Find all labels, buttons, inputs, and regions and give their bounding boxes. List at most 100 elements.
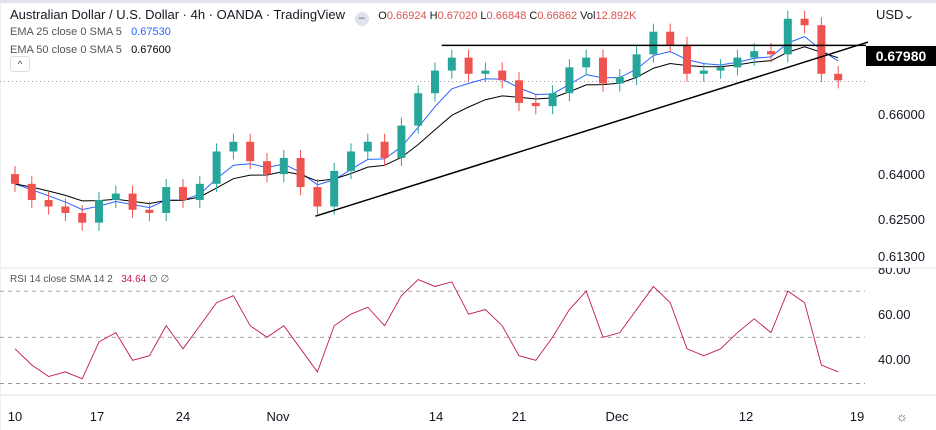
price-tick: 0.61300 bbox=[878, 249, 925, 264]
price-tick: 0.62500 bbox=[878, 212, 925, 227]
volume-label: Vol bbox=[580, 10, 596, 22]
low-value: 0.66848 bbox=[486, 10, 527, 22]
candle-body bbox=[145, 209, 154, 213]
candle-body bbox=[347, 151, 355, 171]
ema25-line bbox=[14, 35, 839, 211]
ema50-label: EMA 50 close 0 SMA 5 bbox=[10, 44, 122, 56]
candle-body bbox=[800, 18, 809, 26]
ascending-trendline bbox=[315, 41, 869, 217]
top-border bbox=[0, 0, 936, 3]
time-tick: 19 bbox=[849, 409, 865, 424]
candle-body bbox=[666, 31, 675, 45]
price-tick: 0.64000 bbox=[878, 167, 925, 182]
candle-body bbox=[95, 200, 103, 223]
rsi-value: 34.64 bbox=[121, 274, 147, 285]
rsi-line bbox=[14, 279, 839, 380]
high-value: 0.67020 bbox=[437, 10, 478, 22]
time-tick: 21 bbox=[511, 409, 527, 424]
rsi-extra-2: ∅ bbox=[160, 274, 170, 285]
time-tick: 12 bbox=[738, 409, 754, 424]
candle-body bbox=[128, 193, 137, 210]
candle-body bbox=[78, 212, 87, 223]
candle-body bbox=[296, 157, 305, 188]
candle-body bbox=[750, 51, 759, 58]
candle-body bbox=[330, 170, 339, 207]
ema25-value: 0.67530 bbox=[131, 26, 171, 38]
candle-body bbox=[162, 187, 171, 213]
candle-body bbox=[498, 70, 507, 81]
candle-body bbox=[414, 93, 423, 126]
currency-selector[interactable]: USD⌄ bbox=[876, 7, 915, 22]
close-value: 0.66862 bbox=[537, 10, 578, 22]
rsi-label: RSI 14 close SMA 14 2 bbox=[10, 274, 113, 285]
candle-body bbox=[447, 57, 456, 71]
candle-body bbox=[565, 67, 574, 94]
settings-gear-icon[interactable]: ☼ bbox=[896, 409, 908, 424]
candle-body bbox=[548, 93, 557, 107]
candle-body bbox=[817, 25, 826, 74]
ema25-legend[interactable]: EMA 25 close 0 SMA 5 0.67530 bbox=[10, 26, 171, 38]
time-tick: 14 bbox=[428, 409, 444, 424]
high-label: H bbox=[429, 10, 438, 22]
candle-body bbox=[767, 51, 775, 55]
candle-body bbox=[783, 18, 792, 55]
candle-body bbox=[515, 80, 523, 103]
candle-body bbox=[212, 151, 221, 184]
candle-body bbox=[363, 141, 372, 152]
candle-body bbox=[397, 125, 406, 158]
candle-body bbox=[179, 187, 187, 201]
candle-body bbox=[44, 200, 53, 207]
candle-body bbox=[582, 57, 591, 68]
rsi-extra-1: ∅ bbox=[149, 274, 158, 285]
open-value: 0.66924 bbox=[386, 10, 427, 22]
candle-body bbox=[531, 102, 540, 107]
time-tick: 24 bbox=[175, 409, 191, 424]
candle-body bbox=[111, 193, 120, 201]
rsi-tick: 40.00 bbox=[878, 352, 911, 367]
time-tick: 10 bbox=[7, 409, 23, 424]
time-tick: 17 bbox=[89, 409, 105, 424]
candle-body bbox=[649, 31, 658, 55]
chevron-up-icon[interactable]: ^ bbox=[10, 56, 30, 72]
candle-body bbox=[464, 57, 473, 74]
candle-body bbox=[195, 183, 204, 201]
volume-value: 12.892K bbox=[595, 10, 637, 22]
candle-body bbox=[431, 70, 439, 94]
price-tick: 0.66000 bbox=[878, 107, 925, 122]
candle-body bbox=[246, 141, 255, 162]
rsi-legend[interactable]: RSI 14 close SMA 14 2 34.64 ∅ ∅ bbox=[10, 274, 169, 285]
open-label: O bbox=[378, 10, 387, 22]
symbol-legend: Australian Dollar / U.S. Dollar · 4h · O… bbox=[10, 7, 636, 26]
candle-body bbox=[279, 157, 288, 175]
close-label: C bbox=[529, 10, 538, 22]
candle-body bbox=[229, 141, 238, 152]
price-tag: 0.67980 bbox=[866, 46, 936, 66]
candle-body bbox=[11, 174, 19, 184]
candle-body bbox=[27, 183, 36, 201]
ema50-legend[interactable]: EMA 50 close 0 SMA 5 0.67600 bbox=[10, 44, 171, 56]
candle-body bbox=[716, 67, 725, 71]
low-label: L bbox=[480, 10, 487, 22]
candle-body bbox=[599, 57, 607, 84]
time-tick: Dec bbox=[605, 409, 629, 424]
minus-icon[interactable]: – bbox=[354, 12, 369, 26]
candle-body bbox=[733, 57, 742, 68]
ema50-line bbox=[14, 46, 839, 205]
symbol-title: Australian Dollar / U.S. Dollar · 4h · O… bbox=[10, 7, 345, 22]
candle-body bbox=[313, 187, 322, 207]
candle-body bbox=[263, 161, 271, 175]
candle-body bbox=[632, 54, 641, 78]
candle-body bbox=[683, 44, 691, 74]
candle-body bbox=[61, 206, 70, 213]
rsi-tick: 60.00 bbox=[878, 307, 911, 322]
candle-body bbox=[834, 73, 843, 81]
candle-body bbox=[615, 77, 624, 84]
candle-body bbox=[380, 141, 389, 158]
ema50-value: 0.67600 bbox=[131, 44, 171, 56]
candle-body bbox=[699, 70, 708, 74]
time-tick: Nov bbox=[266, 409, 290, 424]
currency-label: USD bbox=[876, 7, 904, 22]
rsi-tick: 80.00 bbox=[878, 262, 911, 277]
ema25-label: EMA 25 close 0 SMA 5 bbox=[10, 26, 122, 38]
